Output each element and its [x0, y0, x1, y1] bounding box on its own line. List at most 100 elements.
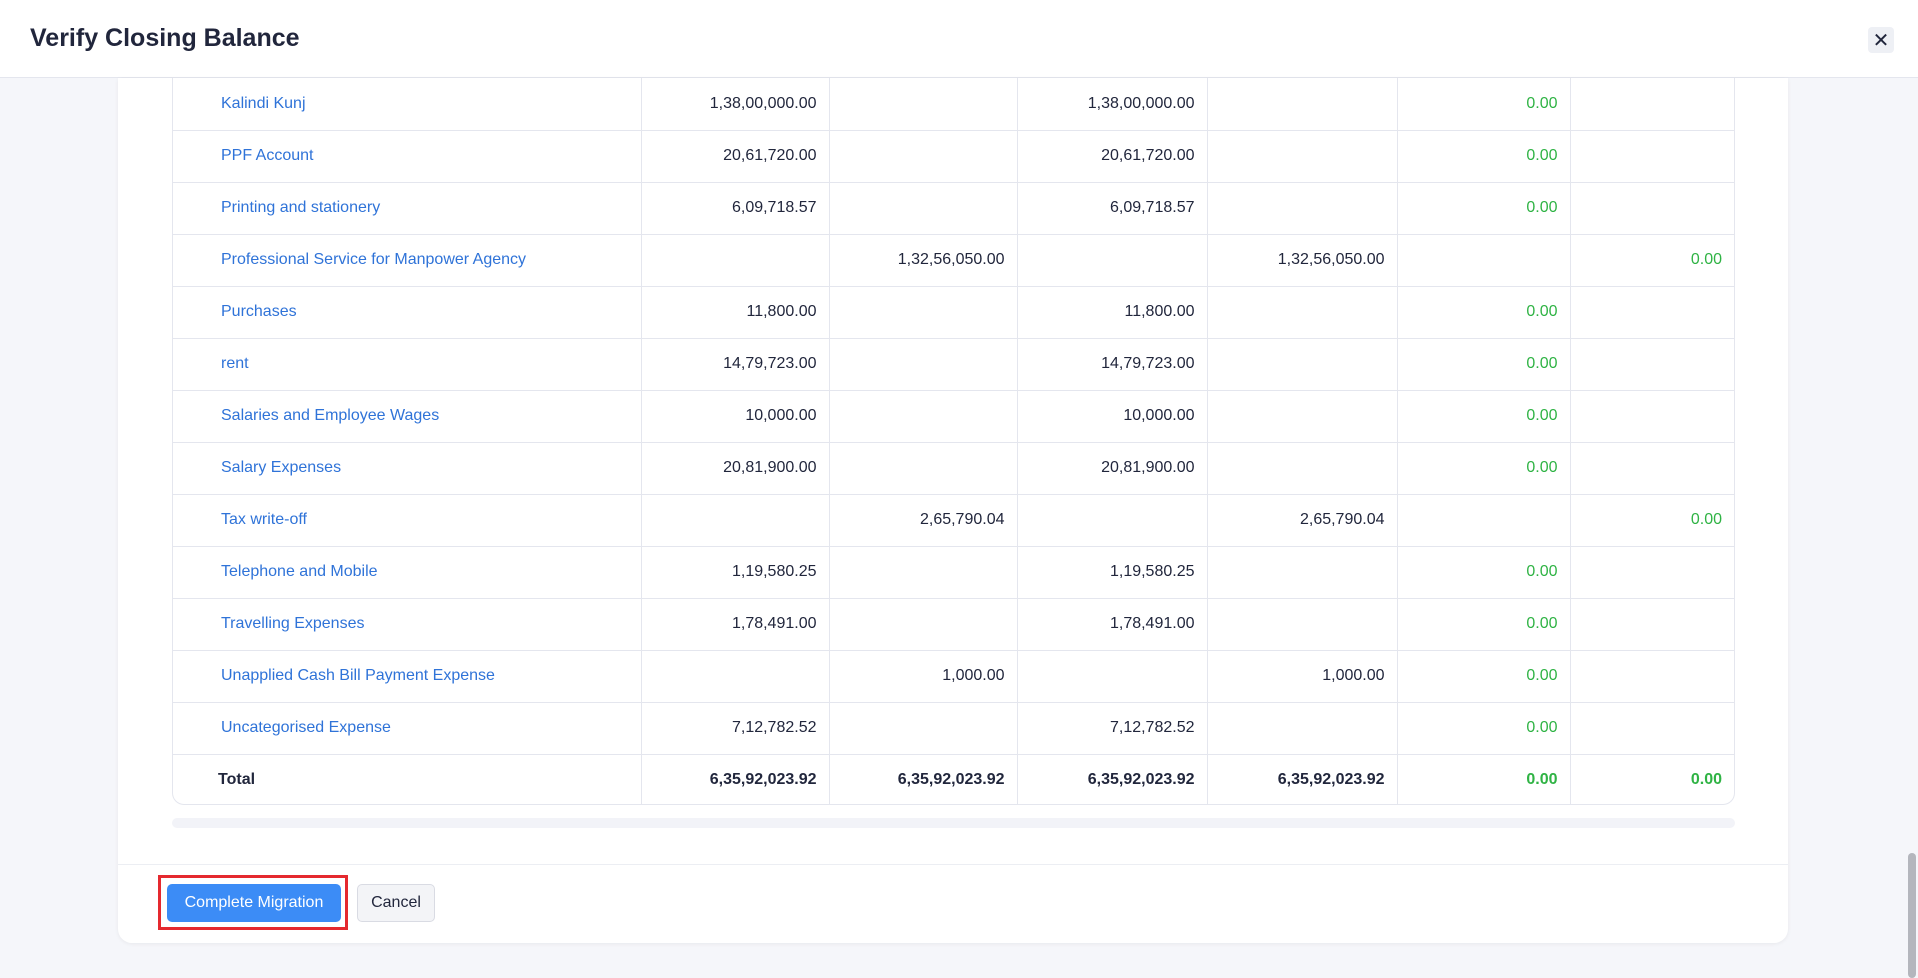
- amount-cell: [1207, 338, 1398, 391]
- closing-balance-table: Kalindi Kunj 1,38,00,000.00 1,38,00,000.00…: [173, 78, 1734, 804]
- amount-cell: [1570, 702, 1734, 755]
- amount-cell: [829, 130, 1018, 183]
- amount-cell: [1207, 130, 1398, 183]
- table-row: Purchases 11,800.00 11,800.00 0.00: [173, 286, 1734, 339]
- page-title: Verify Closing Balance: [30, 24, 300, 52]
- amount-cell: [1207, 286, 1398, 339]
- modal-footer: Complete Migration Cancel: [118, 864, 1788, 943]
- amount-cell: 7,12,782.52: [641, 702, 830, 755]
- close-icon[interactable]: ✕: [1868, 27, 1894, 53]
- amount-cell: 0.00: [1570, 234, 1734, 287]
- account-name-link[interactable]: Uncategorised Expense: [173, 702, 642, 755]
- amount-cell: 20,61,720.00: [641, 130, 830, 183]
- account-name-link[interactable]: Unapplied Cash Bill Payment Expense: [173, 650, 642, 703]
- amount-cell: 6,35,92,023.92: [1017, 754, 1208, 804]
- amount-cell: 0.00: [1397, 598, 1571, 651]
- amount-cell: [1570, 390, 1734, 443]
- page-scrollbar-thumb[interactable]: [1908, 853, 1916, 978]
- account-name-link[interactable]: Printing and stationery: [173, 182, 642, 235]
- amount-cell: [829, 78, 1018, 131]
- account-name-link[interactable]: Travelling Expenses: [173, 598, 642, 651]
- amount-cell: [641, 650, 830, 703]
- table-row: rent 14,79,723.00 14,79,723.00 0.00: [173, 338, 1734, 391]
- account-name-link[interactable]: Kalindi Kunj: [173, 78, 642, 131]
- amount-cell: 6,35,92,023.92: [829, 754, 1018, 804]
- amount-cell: 0.00: [1397, 754, 1571, 804]
- amount-cell: [1570, 650, 1734, 703]
- amount-cell: 2,65,790.04: [1207, 494, 1398, 547]
- account-name-link[interactable]: Telephone and Mobile: [173, 546, 642, 599]
- complete-migration-button[interactable]: Complete Migration: [167, 884, 341, 922]
- amount-cell: 1,38,00,000.00: [1017, 78, 1208, 131]
- amount-cell: [1017, 494, 1208, 547]
- amount-cell: 6,09,718.57: [1017, 182, 1208, 235]
- horizontal-scrollbar[interactable]: [172, 818, 1735, 828]
- amount-cell: [1570, 338, 1734, 391]
- amount-cell: [1207, 702, 1398, 755]
- amount-cell: 20,61,720.00: [1017, 130, 1208, 183]
- amount-cell: 1,38,00,000.00: [641, 78, 830, 131]
- amount-cell: 0.00: [1397, 130, 1571, 183]
- amount-cell: 0.00: [1570, 494, 1734, 547]
- account-name-link[interactable]: Salary Expenses: [173, 442, 642, 495]
- amount-cell: 1,32,56,050.00: [829, 234, 1018, 287]
- account-name-link[interactable]: Tax write-off: [173, 494, 642, 547]
- modal-header: Verify Closing Balance ✕: [0, 0, 1918, 78]
- amount-cell: [641, 494, 830, 547]
- table-row: Printing and stationery 6,09,718.57 6,09,7…: [173, 182, 1734, 235]
- amount-cell: [829, 182, 1018, 235]
- amount-cell: 0.00: [1397, 182, 1571, 235]
- amount-cell: 0.00: [1690, 771, 1722, 789]
- amount-cell: 20,81,900.00: [1017, 442, 1208, 495]
- amount-cell: [1570, 182, 1734, 235]
- amount-cell: 1,000.00: [829, 650, 1018, 703]
- amount-cell: [1570, 78, 1734, 131]
- amount-cell: 1,78,491.00: [641, 598, 830, 651]
- amount-cell: [1570, 442, 1734, 495]
- amount-cell: [829, 702, 1018, 755]
- amount-cell: 2,65,790.04: [829, 494, 1018, 547]
- total-row: Total 6,35,92,023.92 6,35,92,023.92 6,35,92…: [173, 754, 1734, 804]
- amount-cell: 11,800.00: [1017, 286, 1208, 339]
- amount-cell: [1570, 286, 1734, 339]
- amount-cell: [829, 598, 1018, 651]
- amount-cell: 0.00: [1397, 390, 1571, 443]
- amount-cell: [1207, 390, 1398, 443]
- amount-cell: 1,32,56,050.00: [1207, 234, 1398, 287]
- account-name-link[interactable]: PPF Account: [173, 130, 642, 183]
- amount-cell: [1017, 234, 1208, 287]
- amount-cell: 1,19,580.25: [641, 546, 830, 599]
- amount-cell: 6,09,718.57: [641, 182, 830, 235]
- account-name-link[interactable]: Purchases: [173, 286, 642, 339]
- amount-cell: [829, 286, 1018, 339]
- amount-cell: [1397, 234, 1571, 287]
- amount-cell: 14,79,723.00: [641, 338, 830, 391]
- table-row: Travelling Expenses 1,78,491.00 1,78,491.0…: [173, 598, 1734, 651]
- total-label: Total: [173, 754, 642, 804]
- table-row: Professional Service for Manpower Agency…: [173, 234, 1734, 287]
- account-name-link[interactable]: Salaries and Employee Wages: [173, 390, 642, 443]
- table-row: Salaries and Employee Wages 10,000.00 10,0…: [173, 390, 1734, 443]
- amount-cell: 0.00: [1397, 78, 1571, 131]
- amount-cell: 1,78,491.00: [1017, 598, 1208, 651]
- amount-cell: [1207, 78, 1398, 131]
- amount-cell: 1,19,580.25: [1017, 546, 1208, 599]
- amount-cell: 11,800.00: [641, 286, 830, 339]
- cancel-button[interactable]: Cancel: [357, 884, 435, 922]
- amount-cell: 10,000.00: [1017, 390, 1208, 443]
- amount-cell: [1207, 182, 1398, 235]
- account-name-link[interactable]: rent: [173, 338, 642, 391]
- amount-cell: 20,81,900.00: [641, 442, 830, 495]
- table-row: Tax write-off 2,65,790.04 2,65,790.04 0.00: [173, 494, 1734, 547]
- amount-cell: 14,79,723.00: [1017, 338, 1208, 391]
- account-name-link[interactable]: Professional Service for Manpower Agency: [173, 234, 642, 287]
- amount-cell: [829, 338, 1018, 391]
- amount-cell: [1570, 130, 1734, 183]
- amount-cell: 7,12,782.52: [1017, 702, 1208, 755]
- table-row: Unapplied Cash Bill Payment Expense 1,000…: [173, 650, 1734, 703]
- table-row: Uncategorised Expense 7,12,782.52 7,12,782…: [173, 702, 1734, 755]
- amount-cell: [829, 442, 1018, 495]
- closing-balance-table-container[interactable]: Kalindi Kunj 1,38,00,000.00 1,38,00,000.00…: [172, 78, 1735, 805]
- amount-cell: [829, 390, 1018, 443]
- highlight-box: [158, 875, 348, 930]
